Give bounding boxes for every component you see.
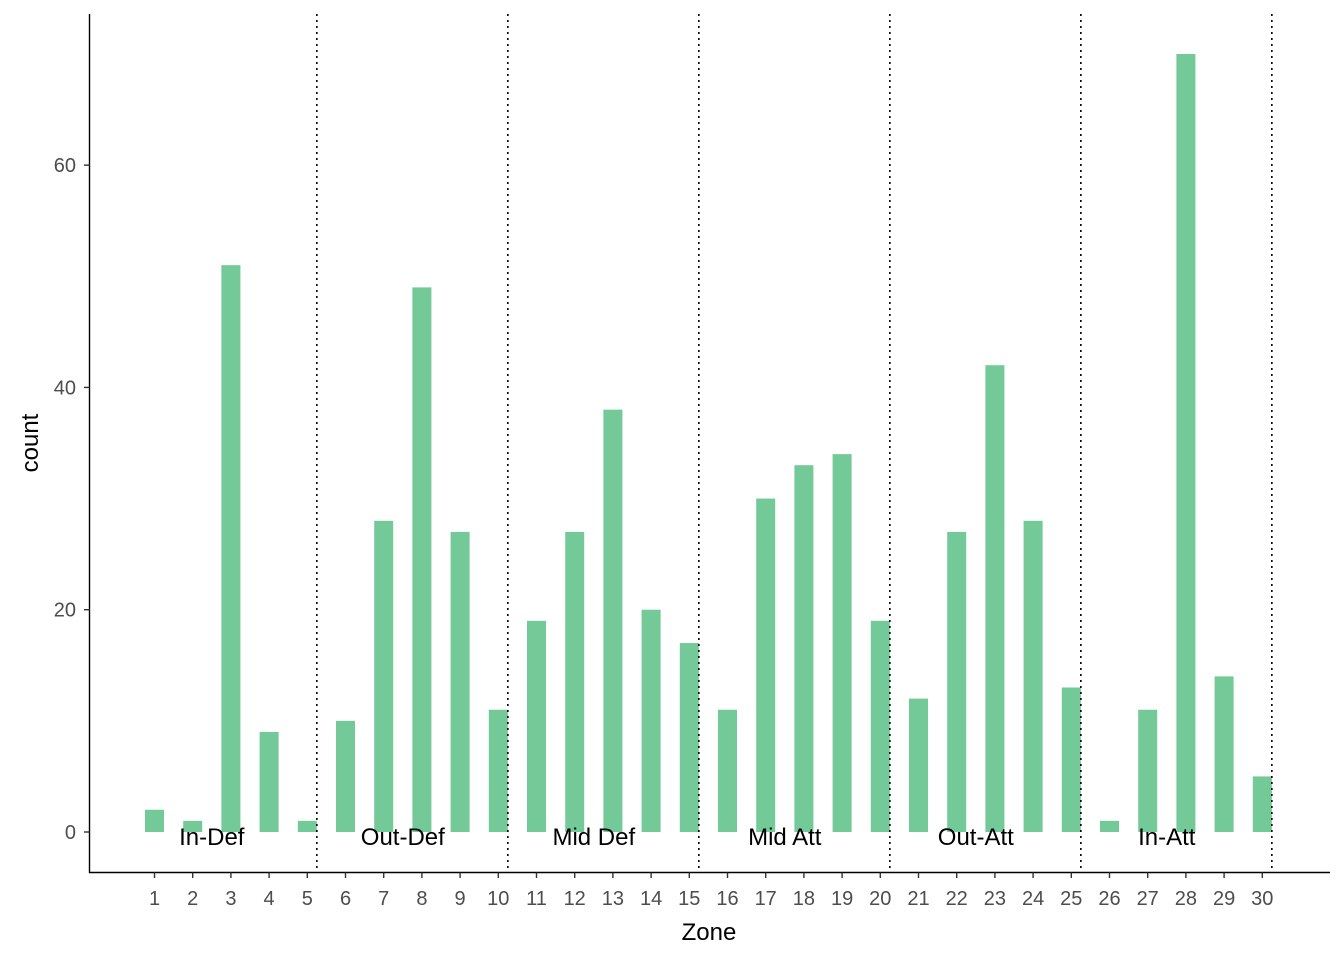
bar-zone-25 xyxy=(1061,687,1081,832)
x-tick-label-10: 10 xyxy=(487,888,509,910)
x-tick-label-24: 24 xyxy=(1022,888,1044,910)
region-label-3: Mid Def xyxy=(552,824,635,851)
y-axis-title: count xyxy=(17,413,44,472)
y-tick-label-60: 60 xyxy=(54,155,76,177)
x-tick-label-30: 30 xyxy=(1251,888,1273,910)
y-tick-label-40: 40 xyxy=(54,377,76,399)
x-tick-label-25: 25 xyxy=(1060,888,1082,910)
region-label-6: In-Att xyxy=(1138,824,1196,851)
bar-zone-3 xyxy=(221,265,241,833)
bar-zone-19 xyxy=(832,454,852,832)
bar-zone-15 xyxy=(679,643,699,832)
bar-zone-26 xyxy=(1100,820,1119,832)
x-tick-label-12: 12 xyxy=(564,888,586,910)
axes-layer xyxy=(88,14,1330,874)
region-label-2: Out-Def xyxy=(361,824,445,851)
x-tick-label-5: 5 xyxy=(302,888,313,910)
y-ticks: 0 20 40 60 xyxy=(54,155,90,844)
bar-zone-10 xyxy=(488,709,508,832)
x-axis-title: Zone xyxy=(682,919,737,946)
x-tick-label-3: 3 xyxy=(225,888,236,910)
bar-zone-12 xyxy=(565,531,585,832)
x-tick-label-4: 4 xyxy=(264,888,275,910)
bar-zone-2 xyxy=(183,820,203,832)
x-tick-label-11: 11 xyxy=(526,888,547,910)
region-labels: In-Def Out-Def Mid Def Mid Att Out-Att In-Att xyxy=(179,824,1196,851)
bar-zone-1 xyxy=(145,809,164,832)
x-tick-label-20: 20 xyxy=(869,888,891,910)
x-tick-label-2: 2 xyxy=(187,888,198,910)
x-tick-label-16: 16 xyxy=(716,888,738,910)
bar-zone-24 xyxy=(1023,520,1043,832)
x-tick-label-18: 18 xyxy=(793,888,815,910)
bar-zone-13 xyxy=(603,409,623,832)
x-ticks: 1 2 3 4 5 6 7 8 9 10 11 12 13 14 15 16 17 18 19 20 21 22 23 24 2… xyxy=(149,872,1273,910)
x-tick-label-1: 1 xyxy=(149,888,160,910)
x-tick-label-14: 14 xyxy=(640,888,662,910)
x-tick-label-6: 6 xyxy=(340,888,351,910)
bars-layer xyxy=(145,54,1272,833)
x-tick-label-19: 19 xyxy=(831,888,853,910)
x-tick-label-29: 29 xyxy=(1213,888,1235,910)
y-tick-label-0: 0 xyxy=(65,822,76,844)
x-tick-label-13: 13 xyxy=(602,888,624,910)
x-tick-label-27: 27 xyxy=(1137,888,1159,910)
bar-zone-29 xyxy=(1214,676,1234,832)
bar-zone-9 xyxy=(450,531,470,832)
region-label-1: In-Def xyxy=(179,824,245,851)
x-tick-label-23: 23 xyxy=(984,888,1006,910)
bar-zone-6 xyxy=(336,720,355,832)
bar-zone-4 xyxy=(259,731,279,832)
x-tick-label-26: 26 xyxy=(1098,888,1120,910)
bar-zone-28 xyxy=(1176,54,1196,832)
x-tick-label-9: 9 xyxy=(455,888,466,910)
bar-zone-5 xyxy=(297,820,317,832)
zone-dividers xyxy=(316,14,1273,872)
x-tick-label-28: 28 xyxy=(1175,888,1197,910)
x-tick-label-15: 15 xyxy=(678,888,700,910)
bar-zone-22 xyxy=(947,531,967,832)
bar-zone-21 xyxy=(909,698,928,832)
bar-zone-27 xyxy=(1138,709,1158,832)
bar-zone-16 xyxy=(718,709,737,832)
bar-zone-8 xyxy=(412,287,432,832)
y-tick-label-20: 20 xyxy=(54,600,76,622)
x-tick-label-7: 7 xyxy=(378,888,389,910)
x-tick-label-21: 21 xyxy=(907,888,929,910)
bar-zone-14 xyxy=(641,609,661,832)
bar-zone-17 xyxy=(756,498,776,832)
region-label-4: Mid Att xyxy=(748,824,822,851)
region-label-5: Out-Att xyxy=(938,824,1014,851)
x-tick-label-17: 17 xyxy=(755,888,777,910)
bar-zone-7 xyxy=(374,520,394,832)
bar-zone-30 xyxy=(1252,776,1272,832)
bar-zone-23 xyxy=(985,365,1005,832)
x-tick-label-8: 8 xyxy=(416,888,427,910)
x-tick-label-22: 22 xyxy=(946,888,968,910)
bar-zone-18 xyxy=(794,465,814,832)
bar-zone-20 xyxy=(870,620,890,832)
bar-zone-11 xyxy=(527,620,546,832)
